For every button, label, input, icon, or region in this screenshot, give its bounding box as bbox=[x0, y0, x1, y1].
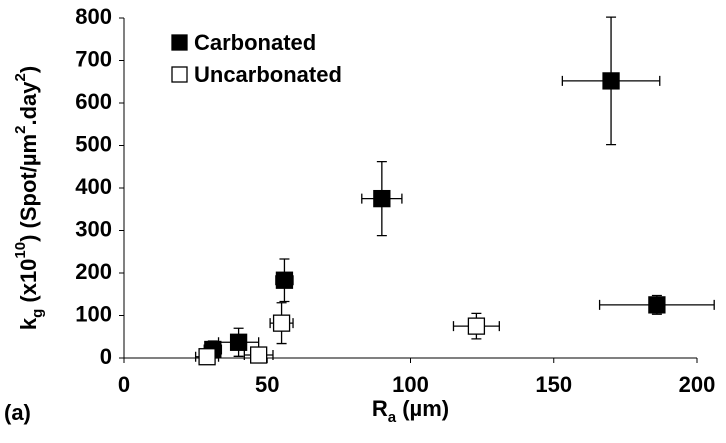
y-tick-label: 600 bbox=[75, 89, 112, 114]
marker bbox=[467, 317, 486, 335]
y-tick-label: 700 bbox=[75, 46, 112, 71]
y-axis-label-part: g bbox=[29, 309, 46, 318]
y-axis-label-part: 2 bbox=[12, 73, 29, 81]
legend-label: Uncarbonated bbox=[194, 62, 342, 87]
x-tick-label: 100 bbox=[392, 372, 429, 397]
y-tick-label: 500 bbox=[75, 131, 112, 156]
x-tick-label: 0 bbox=[118, 372, 130, 397]
y-axis-label-part: ) (Spot/µm bbox=[16, 134, 41, 242]
panel-label: (a) bbox=[4, 400, 31, 425]
y-axis-label-part: 10 bbox=[12, 242, 29, 259]
y-tick-label: 400 bbox=[75, 174, 112, 199]
y-axis-label: kg (x1010) (Spot/µm2.day2) bbox=[12, 66, 46, 330]
marker bbox=[275, 271, 294, 289]
x-tick-label: 200 bbox=[679, 372, 716, 397]
y-tick-label: 0 bbox=[100, 344, 112, 369]
x-tick-label: 150 bbox=[535, 372, 572, 397]
y-axis-label-part: ) bbox=[16, 66, 41, 73]
marker bbox=[250, 346, 268, 364]
marker bbox=[373, 189, 391, 208]
y-tick-label: 200 bbox=[75, 259, 112, 284]
y-axis-label-part: (x10 bbox=[16, 259, 41, 309]
marker bbox=[602, 72, 620, 90]
x-axis-label: Ra (µm) bbox=[372, 396, 449, 427]
x-axis-label-part: R bbox=[372, 396, 388, 421]
marker bbox=[198, 348, 216, 366]
x-axis-label-part: (µm) bbox=[396, 396, 449, 421]
y-axis-label-part: k bbox=[16, 317, 41, 330]
legend-marker bbox=[171, 66, 188, 83]
legend-marker bbox=[171, 34, 188, 51]
marker bbox=[272, 314, 291, 332]
y-axis-label-part: 2 bbox=[12, 126, 29, 134]
y-tick-label: 100 bbox=[75, 301, 112, 326]
legend-label: Carbonated bbox=[194, 30, 316, 55]
marker bbox=[229, 333, 248, 351]
marker bbox=[648, 296, 666, 314]
y-axis-label-part: .day bbox=[16, 81, 41, 126]
y-tick-label: 800 bbox=[75, 4, 112, 29]
y-tick-label: 300 bbox=[75, 216, 112, 241]
x-tick-label: 50 bbox=[255, 372, 279, 397]
x-axis-label-part: a bbox=[388, 409, 397, 426]
